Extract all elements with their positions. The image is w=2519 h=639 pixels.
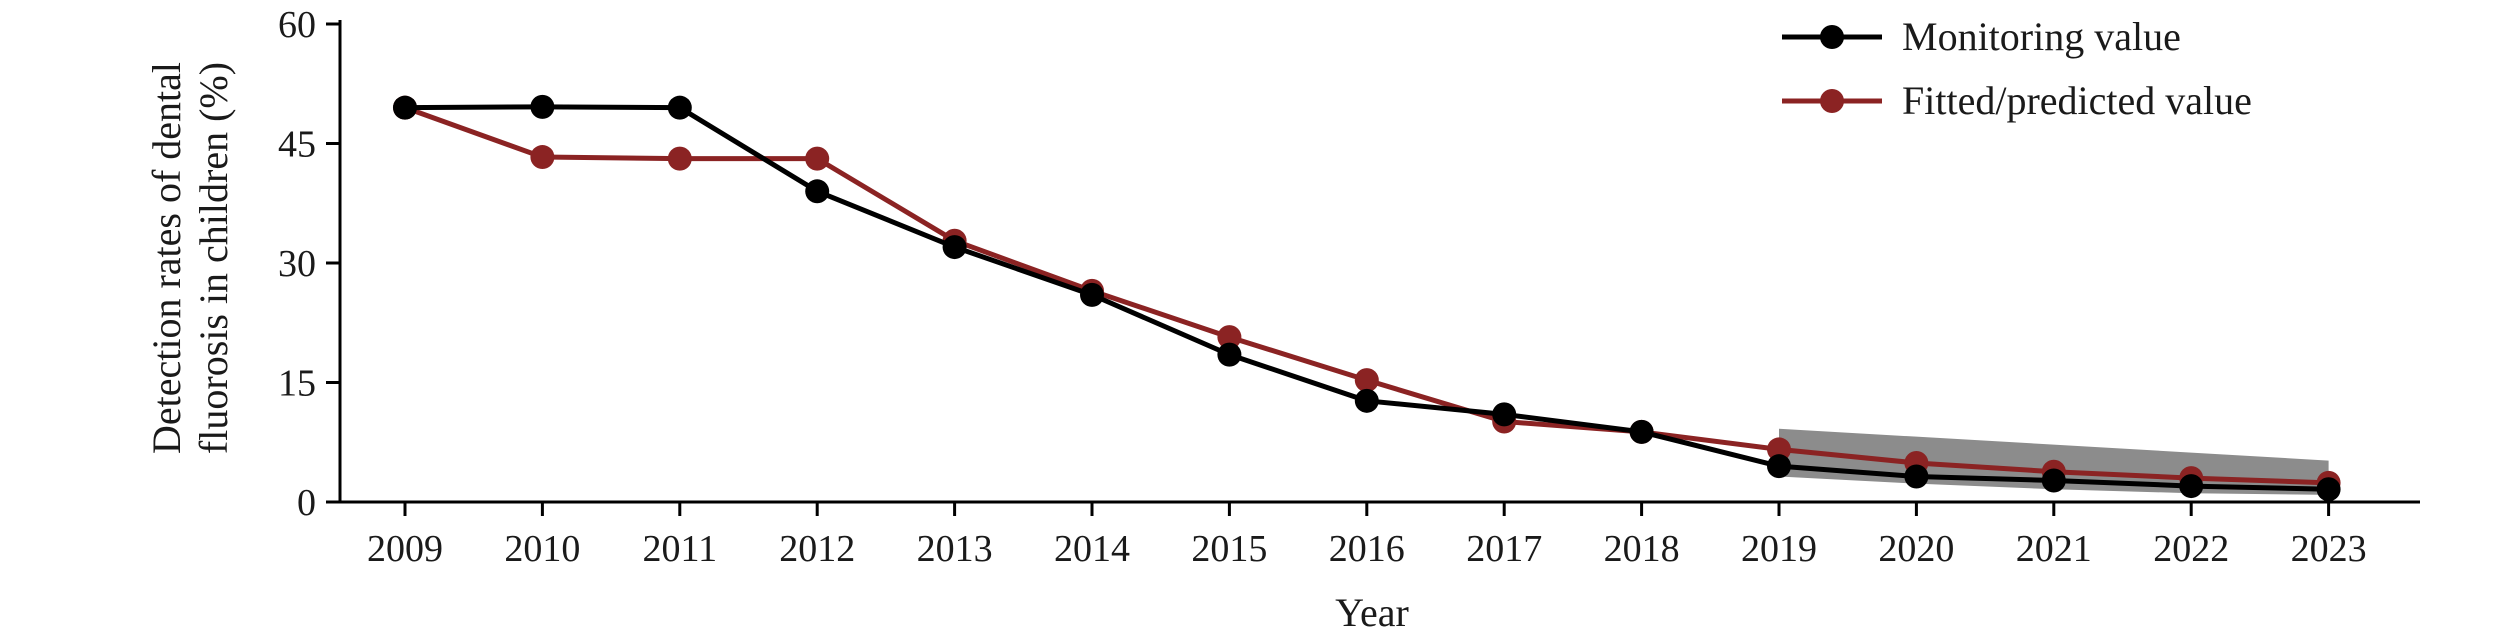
x-tick-label: 2012 (779, 528, 855, 570)
data-point-fitted (1217, 325, 1242, 350)
data-point-monitoring (1492, 402, 1517, 427)
y-tick-label: 45 (278, 124, 316, 166)
legend-label-monitoring: Monitoring value (1902, 14, 2181, 59)
x-tick-label: 2017 (1466, 528, 1542, 570)
x-axis-title: Year (1335, 590, 1409, 635)
data-point-fitted (1767, 437, 1791, 462)
data-point-monitoring (2316, 477, 2341, 502)
legend-item-fitted: Fitted/predicted value (1782, 78, 2252, 123)
x-tick-label: 2014 (1054, 528, 1130, 570)
y-tick-label: 30 (278, 243, 316, 285)
x-tick-label: 2021 (2016, 528, 2092, 570)
y-tick-label: 0 (297, 482, 316, 524)
series-monitoring (393, 94, 2341, 502)
x-tick-label: 2013 (917, 528, 993, 570)
data-point-monitoring (1217, 342, 1242, 367)
data-point-monitoring (667, 95, 692, 120)
data-point-monitoring (805, 179, 830, 204)
data-point-monitoring (1629, 419, 1654, 444)
data-point-fitted (530, 145, 555, 170)
x-tick-label: 2016 (1329, 528, 1405, 570)
legend-label-fitted: Fitted/predicted value (1902, 78, 2252, 123)
data-point-fitted (667, 146, 692, 171)
data-point-monitoring (942, 235, 967, 260)
series-line-fitted (404, 105, 2329, 486)
data-point-monitoring (2179, 474, 2204, 499)
x-tick-label: 2023 (2291, 528, 2367, 570)
series-layer (393, 94, 2341, 502)
x-tick-label: 2018 (1604, 528, 1680, 570)
data-point-monitoring (1904, 464, 1929, 489)
x-tick-label: 2020 (1878, 528, 1954, 570)
y-tick-label: 15 (278, 363, 316, 405)
legend-item-monitoring: Monitoring value (1782, 14, 2181, 59)
x-ticks: 2009 2010 2011 2012 2013 2014 2015 2016 2017 2018… (367, 502, 2367, 570)
data-point-fitted (1354, 368, 1379, 393)
y-axis-title-line-2: fluorosis in children (%) (191, 62, 236, 454)
series-fitted (393, 95, 2341, 495)
data-point-monitoring (1767, 454, 1791, 479)
x-tick-label: 2019 (1741, 528, 1817, 570)
legend: Monitoring value Fitted/predicted value (1782, 14, 2252, 123)
x-tick-label: 2015 (1191, 528, 1267, 570)
y-tick-label: 60 (278, 4, 316, 46)
data-point-monitoring (1354, 388, 1379, 413)
series-line-monitoring (404, 104, 2329, 492)
legend-swatch-marker-fitted (1820, 89, 1844, 113)
data-point-monitoring (530, 94, 555, 119)
data-point-monitoring (2041, 468, 2066, 493)
y-axis-title-line-1: Detection rates of dental (144, 62, 189, 454)
legend-swatch-marker-monitoring (1820, 25, 1844, 49)
data-point-monitoring (393, 95, 417, 120)
x-tick-label: 2022 (2153, 528, 2229, 570)
y-ticks: 0 15 30 45 60 (278, 4, 340, 524)
data-point-fitted (805, 146, 830, 171)
axes (338, 20, 2420, 504)
x-tick-label: 2011 (643, 528, 718, 570)
data-point-monitoring (1080, 282, 1104, 307)
x-tick-label: 2009 (367, 528, 443, 570)
x-tick-label: 2010 (504, 528, 580, 570)
